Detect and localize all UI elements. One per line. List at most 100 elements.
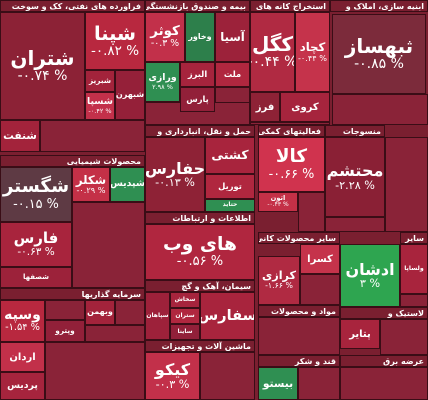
stock-tile: های وب -۰.۵۶ % [145, 224, 255, 280]
stock-change: -۰.۳ % [150, 38, 180, 50]
sector-title: سایر محصولات کانی [258, 232, 340, 244]
sector-title: سایر [400, 232, 428, 244]
stock-change: -۰.۲۹ % [76, 185, 106, 196]
stock-name: کگل [251, 32, 294, 57]
stock-tile: اردان [0, 342, 45, 372]
filler-tile [340, 367, 428, 400]
stock-name: پتایر [349, 328, 371, 340]
stock-name: ولساپا [404, 264, 424, 272]
stock-tile: شسپا -۰.۴۲ % [85, 92, 115, 120]
stock-name: های وب [163, 233, 237, 255]
stock-name: کوثر [150, 23, 180, 39]
filler-tile [258, 317, 340, 355]
stock-name: شسپا [87, 96, 113, 108]
stock-tile: شتران -۰.۷۴ % [0, 12, 85, 120]
filler-tile [385, 137, 428, 232]
stock-tile: شپدیس [110, 167, 145, 202]
stock-name: کچاد [299, 40, 326, 55]
stock-name: توریل [218, 180, 242, 191]
stock-change: -۰.۷۴ % [17, 68, 68, 85]
stock-change: -۰.۴۴ % [250, 54, 295, 71]
sector-title: فراورده های نفتی، کک و سوخت [0, 0, 145, 12]
sector-title: ابنیه سازی، املاک و [330, 0, 428, 12]
stock-tile: شنفت [0, 120, 40, 152]
stock-name: ورازی [148, 72, 177, 84]
stock-tile: محتشم -۲.۲۸ % [325, 137, 385, 217]
stock-name: شپدیس [110, 178, 145, 190]
stock-tile: کرازی -۱.۶۶ % [258, 256, 300, 305]
stock-tile: سفارس [200, 292, 255, 340]
stock-name: شکلر [75, 172, 107, 187]
stock-name: کرازی [262, 269, 296, 283]
stock-tile: پارس [180, 87, 215, 112]
sector-title: لاستیک و [340, 307, 428, 319]
sector-title: سیمان، آهک و گچ [145, 280, 255, 292]
stock-tile: ملت [215, 62, 250, 87]
filler-tile [400, 294, 428, 307]
stock-name: سپاهان [146, 311, 169, 319]
sector-title: محصولات شیمیایی [0, 155, 145, 167]
filler-tile [115, 300, 145, 325]
stock-tile: شکلر -۰.۲۹ % [72, 167, 110, 202]
stock-name: آسیا [220, 29, 245, 44]
stock-change: -۰.۸۲ % [90, 43, 140, 60]
stock-tile: توریل [205, 174, 255, 199]
filler-tile [380, 319, 428, 355]
stock-tile: اتون -۰.۴۳ % [258, 192, 298, 212]
stock-name: ادشان [345, 259, 395, 279]
sector-title: حمل و نقل، انبارداری و [145, 125, 255, 137]
stock-change: -۰.۵۶ % [176, 254, 224, 270]
stock-tile: کسرا [300, 244, 340, 274]
stock-tile: ستران [170, 308, 200, 324]
stock-change: -۰.۸۵ % [354, 56, 404, 73]
stock-name: شبریز [88, 75, 112, 85]
stock-tile: سخاش [170, 292, 200, 308]
stock-name: کالا [275, 146, 308, 168]
stock-name: شنفت [3, 129, 37, 143]
filler-tile [325, 217, 385, 232]
stock-name: فارس [13, 229, 59, 248]
stock-change: ۲.۹۸ % [152, 82, 173, 91]
stock-tile: فرز [250, 92, 280, 122]
stock-tile: کچاد -۰.۴۴ % [295, 12, 330, 92]
stock-tile: کیکو -۰.۳ % [145, 352, 200, 400]
stock-name: وپترو [55, 325, 75, 335]
sector-title: مواد و محصولات [258, 305, 340, 317]
stock-change: -۱.۵۴ % [5, 322, 40, 334]
sector-title: ماشین آلات و تجهیزات [145, 340, 255, 352]
sector-title: فعالیتهای کمکی [258, 125, 325, 137]
stock-tile: ساینا [170, 324, 200, 340]
sector-title: منسوجات [325, 125, 385, 137]
stock-change: -۰.۱۵ % [13, 196, 59, 212]
stock-tile: وسپه -۱.۵۴ % [0, 300, 45, 342]
sector-title: عرضه برق [340, 355, 428, 367]
filler-tile [298, 367, 340, 400]
filler-tile [40, 120, 145, 152]
stock-name: حتاید [222, 201, 238, 209]
sector-title: بیمه و صندوق بازنشستگی [145, 0, 250, 12]
stock-name: وسپه [4, 306, 41, 323]
stock-tile: ورازی ۲.۹۸ % [145, 62, 180, 102]
stock-tile: حفارس -۰.۱۳ % [145, 137, 205, 212]
filler-tile [45, 342, 145, 400]
stock-tile: کروی [280, 92, 330, 122]
stock-name: سفارس [200, 306, 255, 324]
stock-name: پردیس [7, 379, 38, 391]
stock-name: کیکو [154, 360, 191, 380]
stock-tile: البرز [180, 62, 215, 87]
filler-tile [298, 192, 325, 232]
stock-tile: شبهرن [115, 70, 145, 120]
stock-tile: پتایر [340, 319, 380, 349]
stock-name: شصفها [22, 272, 50, 281]
stock-name: شگستر [2, 176, 70, 198]
filler-tile [332, 94, 428, 125]
stock-name: وبهمن [87, 307, 113, 317]
stock-change: -۰.۶۳ % [17, 245, 55, 258]
stock-tile: ادشان ۳ % [340, 244, 400, 307]
stock-name: محتشم [326, 161, 384, 181]
filler-tile [300, 274, 340, 305]
stock-tile: فارس -۰.۶۳ % [0, 222, 72, 267]
stock-change: -۰.۶۶ % [268, 166, 315, 182]
stock-tile: ولساپا [400, 244, 428, 294]
